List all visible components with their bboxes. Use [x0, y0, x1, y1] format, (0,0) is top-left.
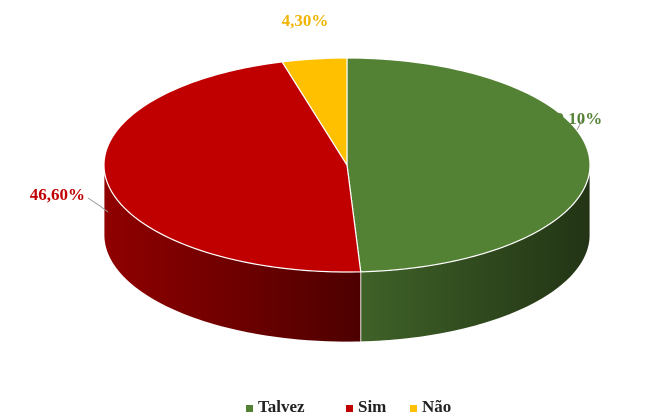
pie-slice [346, 57, 591, 273]
pie-tops [103, 57, 591, 273]
legend-swatch [410, 405, 417, 412]
legend-label: Talvez [258, 397, 305, 416]
pie-slice [281, 57, 348, 168]
pie-slice [103, 61, 362, 273]
data-label: 4,30% [282, 11, 329, 30]
legend: Talvez Sim Não [246, 397, 451, 416]
leader-line [576, 117, 584, 131]
legend-swatch [346, 405, 353, 412]
data-labels: 49,10% 46,60% 4,30% [30, 11, 603, 204]
legend-label: Sim [358, 397, 386, 416]
data-label: 46,60% [30, 185, 85, 204]
legend-label: Não [422, 397, 451, 416]
data-label: 49,10% [547, 109, 602, 128]
legend-swatch [246, 405, 253, 412]
leader-line [87, 197, 109, 213]
